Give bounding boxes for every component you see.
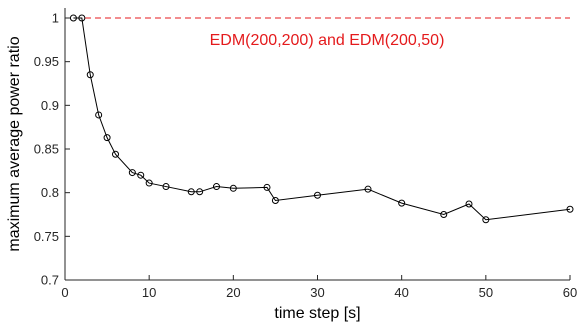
data-point <box>128 169 136 177</box>
x-axis-label: time step [s] <box>274 305 360 322</box>
data-point <box>103 134 111 142</box>
y-tick-label: 0.7 <box>41 273 59 288</box>
x-tick-label: 60 <box>563 285 577 300</box>
data-point <box>229 184 237 192</box>
series-layer <box>69 14 574 224</box>
data-point <box>196 188 204 196</box>
x-tick-label: 0 <box>61 285 68 300</box>
data-point <box>440 211 448 218</box>
x-tick-label: 10 <box>142 285 156 300</box>
y-axis-label: maximum average power ratio <box>6 36 23 251</box>
data-point <box>69 14 77 22</box>
data-point <box>566 205 574 213</box>
data-point <box>271 197 279 205</box>
y-tick-label: 1 <box>52 11 59 26</box>
data-point <box>187 188 195 196</box>
x-tick-label: 40 <box>394 285 408 300</box>
data-point <box>162 183 170 191</box>
series-line <box>73 17 571 221</box>
data-point <box>364 185 372 193</box>
plot-area <box>65 8 570 280</box>
data-point <box>145 179 153 187</box>
y-tick-label: 0.9 <box>41 98 59 113</box>
data-point <box>314 191 321 199</box>
data-point <box>78 14 86 22</box>
data-point <box>95 111 103 119</box>
data-point <box>482 216 490 224</box>
data-point <box>86 71 94 79</box>
data-point <box>137 171 145 179</box>
data-point <box>398 199 406 207</box>
x-tick-label: 20 <box>226 285 240 300</box>
y-tick-label: 0.85 <box>34 142 59 157</box>
data-point <box>112 150 119 158</box>
data-point <box>263 183 271 191</box>
reference-line-label: EDM(200,200) and EDM(200,50) <box>210 32 445 49</box>
y-tick-label: 0.75 <box>34 229 59 244</box>
axis-layer: 0 10 20 30 40 50 60 0.7 0.75 0.8 0.85 0.9 0.95 1 <box>34 8 577 300</box>
y-tick-label: 0.8 <box>41 185 59 200</box>
data-point <box>465 200 473 208</box>
data-point <box>213 183 220 191</box>
y-tick-label: 0.95 <box>34 54 59 69</box>
x-tick-label: 30 <box>310 285 324 300</box>
x-tick-label: 50 <box>479 285 493 300</box>
